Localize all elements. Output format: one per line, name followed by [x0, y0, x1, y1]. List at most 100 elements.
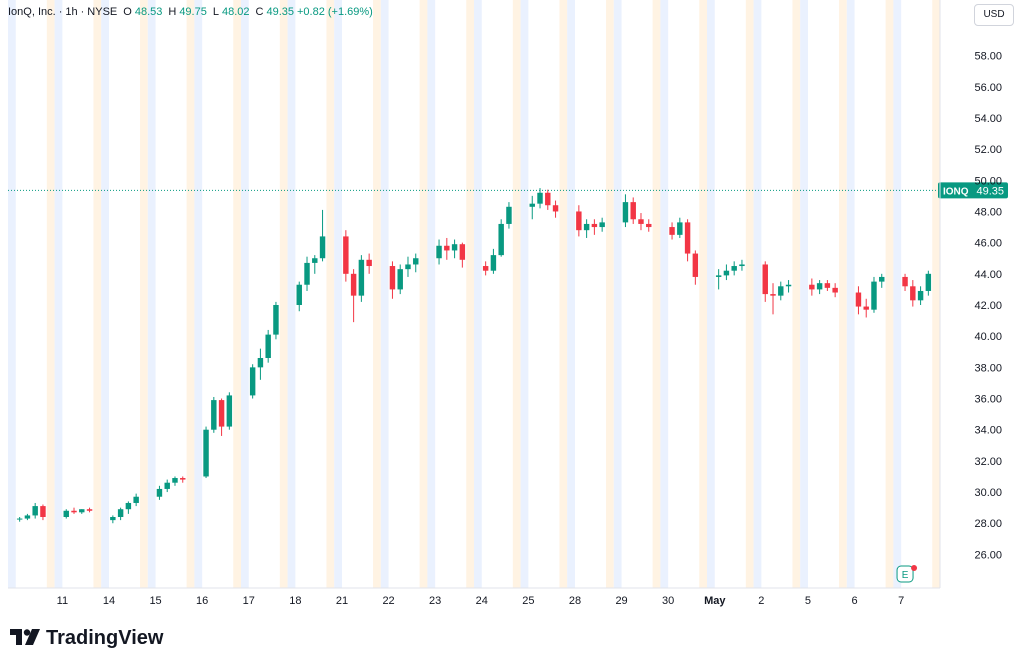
candle-body: [529, 203, 535, 207]
price-tick-label: 38.00: [974, 362, 1002, 374]
candle-body: [444, 245, 450, 251]
candle-body: [778, 286, 784, 296]
candle-body: [16, 518, 23, 520]
time-tick-label: 7: [898, 595, 904, 607]
low-value: 48.02: [221, 6, 250, 18]
candle-body: [110, 517, 116, 521]
pre-market-band: [520, 0, 529, 588]
candle-body: [389, 266, 396, 290]
low-label: L: [212, 6, 219, 18]
price-tag-bg: [938, 182, 1008, 199]
brand-name: TradingView: [46, 626, 164, 649]
after-hours-band: [373, 0, 381, 588]
tradingview-logo[interactable]: TradingView: [10, 626, 163, 650]
time-tick-label: 29: [615, 595, 627, 607]
after-hours-band: [606, 0, 614, 588]
pre-market-band: [194, 0, 203, 588]
candle-body: [762, 264, 768, 295]
price-tick-label: 42.00: [974, 300, 1002, 312]
candle-body: [226, 395, 233, 427]
candle-body: [537, 192, 543, 204]
candle-body: [319, 236, 326, 259]
last-price-tag: IONQ 49.35: [938, 182, 1008, 199]
after-hours-band: [652, 0, 661, 588]
earnings-icon-letter: E: [902, 570, 909, 581]
candle-body: [490, 255, 497, 271]
after-hours-band: [559, 0, 568, 588]
candle-body: [343, 236, 349, 274]
time-tick-label: 2: [758, 595, 764, 607]
candle-body: [312, 258, 318, 263]
change-value: +0.82 (+1.69%): [296, 6, 373, 18]
currency-button[interactable]: USD: [974, 4, 1014, 26]
price-tick-label: 30.00: [974, 487, 1002, 499]
pre-market-band: [753, 0, 762, 588]
candle-body: [86, 509, 93, 511]
candle-body: [506, 206, 512, 224]
candle-body: [879, 276, 885, 282]
interval-label[interactable]: 1h: [65, 6, 78, 18]
candle-body: [630, 202, 636, 220]
candle-body: [405, 264, 411, 270]
candle-body: [871, 281, 877, 310]
earnings-dot: [911, 565, 918, 571]
candle-body: [824, 283, 831, 288]
candle-body: [296, 284, 302, 305]
after-hours-band: [186, 0, 195, 588]
after-hours-band: [466, 0, 474, 588]
pre-market-band: [147, 0, 156, 588]
after-hours-band: [140, 0, 148, 588]
candle-body: [785, 284, 792, 287]
candle-body: [583, 223, 590, 231]
candle-body: [172, 478, 178, 483]
pre-market-band: [8, 0, 16, 588]
time-tick-label: 16: [196, 595, 208, 607]
after-hours-band: [279, 0, 288, 588]
candle-body: [638, 219, 644, 224]
candle-body: [366, 259, 372, 267]
after-hours-band: [745, 0, 754, 588]
candle-body: [855, 292, 862, 307]
symbol-legend: IonQ, Inc. · 1h · NYSE O 48.53 H 49.75 L 48…: [8, 6, 373, 18]
after-hours-band: [885, 0, 894, 588]
earnings-marker: E: [896, 565, 918, 583]
candle-body: [164, 482, 170, 489]
candle-body: [910, 286, 916, 301]
price-tag-price: 49.35: [976, 185, 1004, 197]
price-tick-label: 34.00: [974, 425, 1002, 437]
time-tick-label: 23: [429, 595, 441, 607]
pre-market-band: [241, 0, 249, 588]
time-tick-label: 30: [662, 595, 674, 607]
after-hours-band: [839, 0, 847, 588]
candle-body: [684, 222, 691, 254]
candle-body: [576, 211, 582, 231]
candle-body: [917, 290, 924, 301]
tradingview-mark-icon: [10, 626, 40, 650]
candle-body: [599, 222, 605, 228]
candle-body: [413, 258, 419, 265]
open-label: O: [123, 6, 132, 18]
candle-body: [715, 275, 722, 277]
legend-separator: ·: [80, 6, 85, 18]
candle-body: [669, 227, 675, 235]
candle-body: [692, 253, 699, 277]
candle-body: [646, 223, 652, 228]
candle-body: [265, 334, 271, 358]
candle-body: [451, 244, 458, 251]
candle-body: [156, 488, 163, 497]
after-hours-band: [233, 0, 241, 588]
after-hours-band: [512, 0, 521, 588]
after-hours-band: [419, 0, 428, 588]
price-tick-label: 44.00: [974, 269, 1002, 281]
candle-body: [40, 506, 46, 517]
candle-body: [622, 202, 629, 223]
after-hours-band: [792, 0, 801, 588]
candle-body: [211, 400, 217, 430]
candle-body: [249, 367, 256, 396]
pre-market-band: [287, 0, 296, 588]
pre-market-band: [474, 0, 482, 588]
symbol-name[interactable]: IonQ, Inc.: [8, 6, 56, 18]
tv-logo-icon: [10, 629, 40, 645]
